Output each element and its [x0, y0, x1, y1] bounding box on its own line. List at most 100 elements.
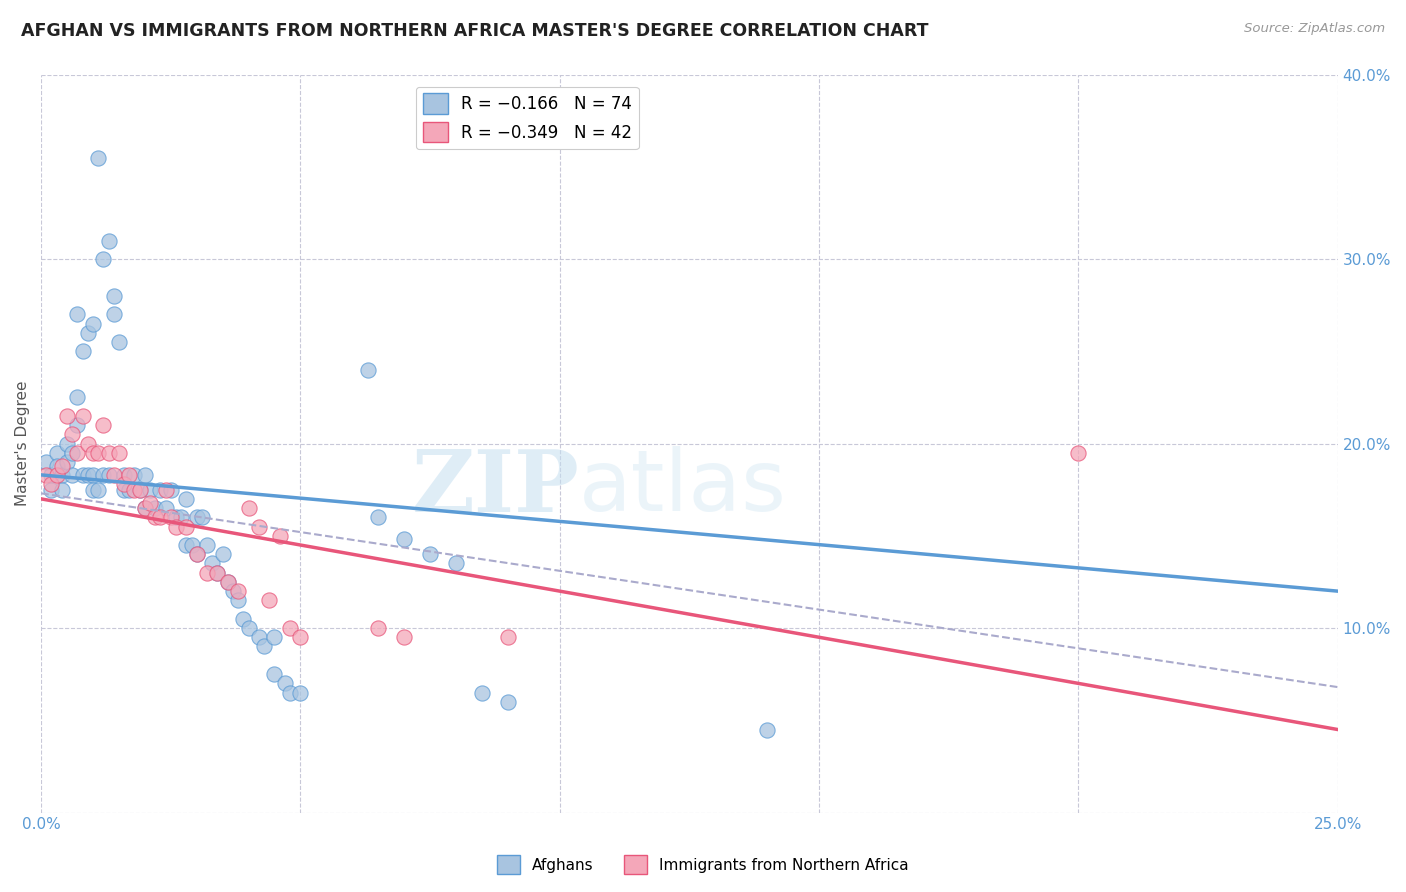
Point: [72, 344, 94, 359]
Point: [226, 584, 249, 599]
Point: [112, 467, 135, 482]
Point: [222, 584, 245, 599]
Text: atlas: atlas: [579, 446, 787, 529]
Text: Source: ZipAtlas.com: Source: ZipAtlas.com: [1244, 22, 1385, 36]
Point: [496, 630, 519, 644]
Point: [253, 640, 276, 654]
Point: [143, 510, 166, 524]
Point: [134, 501, 156, 516]
Point: [186, 510, 208, 524]
Point: [191, 510, 214, 524]
Point: [238, 501, 260, 516]
Y-axis label: Master's Degree: Master's Degree: [15, 381, 30, 507]
Point: [56, 436, 79, 450]
Point: [186, 547, 208, 561]
Point: [82, 317, 104, 331]
Point: [76, 326, 98, 340]
Point: [165, 510, 187, 524]
Point: [45, 458, 67, 473]
Point: [278, 621, 301, 635]
Point: [112, 477, 135, 491]
Point: [170, 510, 193, 524]
Point: [367, 510, 389, 524]
Point: [247, 630, 270, 644]
Point: [60, 427, 83, 442]
Point: [263, 667, 285, 681]
Point: [419, 547, 441, 561]
Point: [165, 519, 187, 533]
Point: [180, 538, 202, 552]
Point: [87, 483, 110, 497]
Point: [392, 533, 415, 547]
Point: [139, 495, 162, 509]
Point: [149, 510, 172, 524]
Point: [93, 252, 115, 266]
Point: [278, 685, 301, 699]
Point: [211, 547, 233, 561]
Point: [97, 446, 120, 460]
Point: [97, 467, 120, 482]
Point: [82, 446, 104, 460]
Point: [41, 477, 63, 491]
Point: [217, 574, 239, 589]
Point: [201, 557, 224, 571]
Point: [226, 593, 249, 607]
Point: [176, 519, 198, 533]
Point: [41, 483, 63, 497]
Point: [51, 467, 73, 482]
Point: [103, 289, 125, 303]
Point: [290, 685, 312, 699]
Point: [217, 574, 239, 589]
Point: [51, 458, 73, 473]
Point: [259, 593, 281, 607]
Point: [41, 467, 63, 482]
Text: AFGHAN VS IMMIGRANTS FROM NORTHERN AFRICA MASTER'S DEGREE CORRELATION CHART: AFGHAN VS IMMIGRANTS FROM NORTHERN AFRIC…: [21, 22, 928, 40]
Point: [93, 418, 115, 433]
Point: [195, 566, 218, 580]
Point: [35, 455, 58, 469]
Point: [103, 467, 125, 482]
Point: [97, 234, 120, 248]
Point: [108, 446, 131, 460]
Point: [756, 723, 779, 737]
Point: [143, 501, 166, 516]
Point: [471, 685, 494, 699]
Point: [72, 409, 94, 423]
Point: [82, 467, 104, 482]
Point: [1067, 446, 1090, 460]
Point: [139, 483, 162, 497]
Point: [87, 151, 110, 165]
Point: [56, 409, 79, 423]
Point: [45, 446, 67, 460]
Point: [128, 483, 150, 497]
Point: [124, 467, 146, 482]
Point: [207, 566, 229, 580]
Point: [263, 630, 285, 644]
Point: [290, 630, 312, 644]
Point: [274, 676, 297, 690]
Point: [238, 621, 260, 635]
Point: [232, 612, 254, 626]
Text: ZIP: ZIP: [412, 446, 579, 530]
Point: [103, 307, 125, 321]
Point: [60, 467, 83, 482]
Point: [367, 621, 389, 635]
Point: [159, 510, 181, 524]
Point: [56, 455, 79, 469]
Point: [45, 467, 67, 482]
Point: [392, 630, 415, 644]
Point: [66, 418, 89, 433]
Point: [149, 483, 172, 497]
Point: [444, 557, 467, 571]
Point: [207, 566, 229, 580]
Point: [82, 483, 104, 497]
Point: [87, 446, 110, 460]
Point: [76, 467, 98, 482]
Point: [357, 362, 380, 376]
Point: [155, 483, 177, 497]
Point: [155, 501, 177, 516]
Point: [134, 467, 156, 482]
Point: [93, 467, 115, 482]
Point: [118, 467, 141, 482]
Point: [72, 467, 94, 482]
